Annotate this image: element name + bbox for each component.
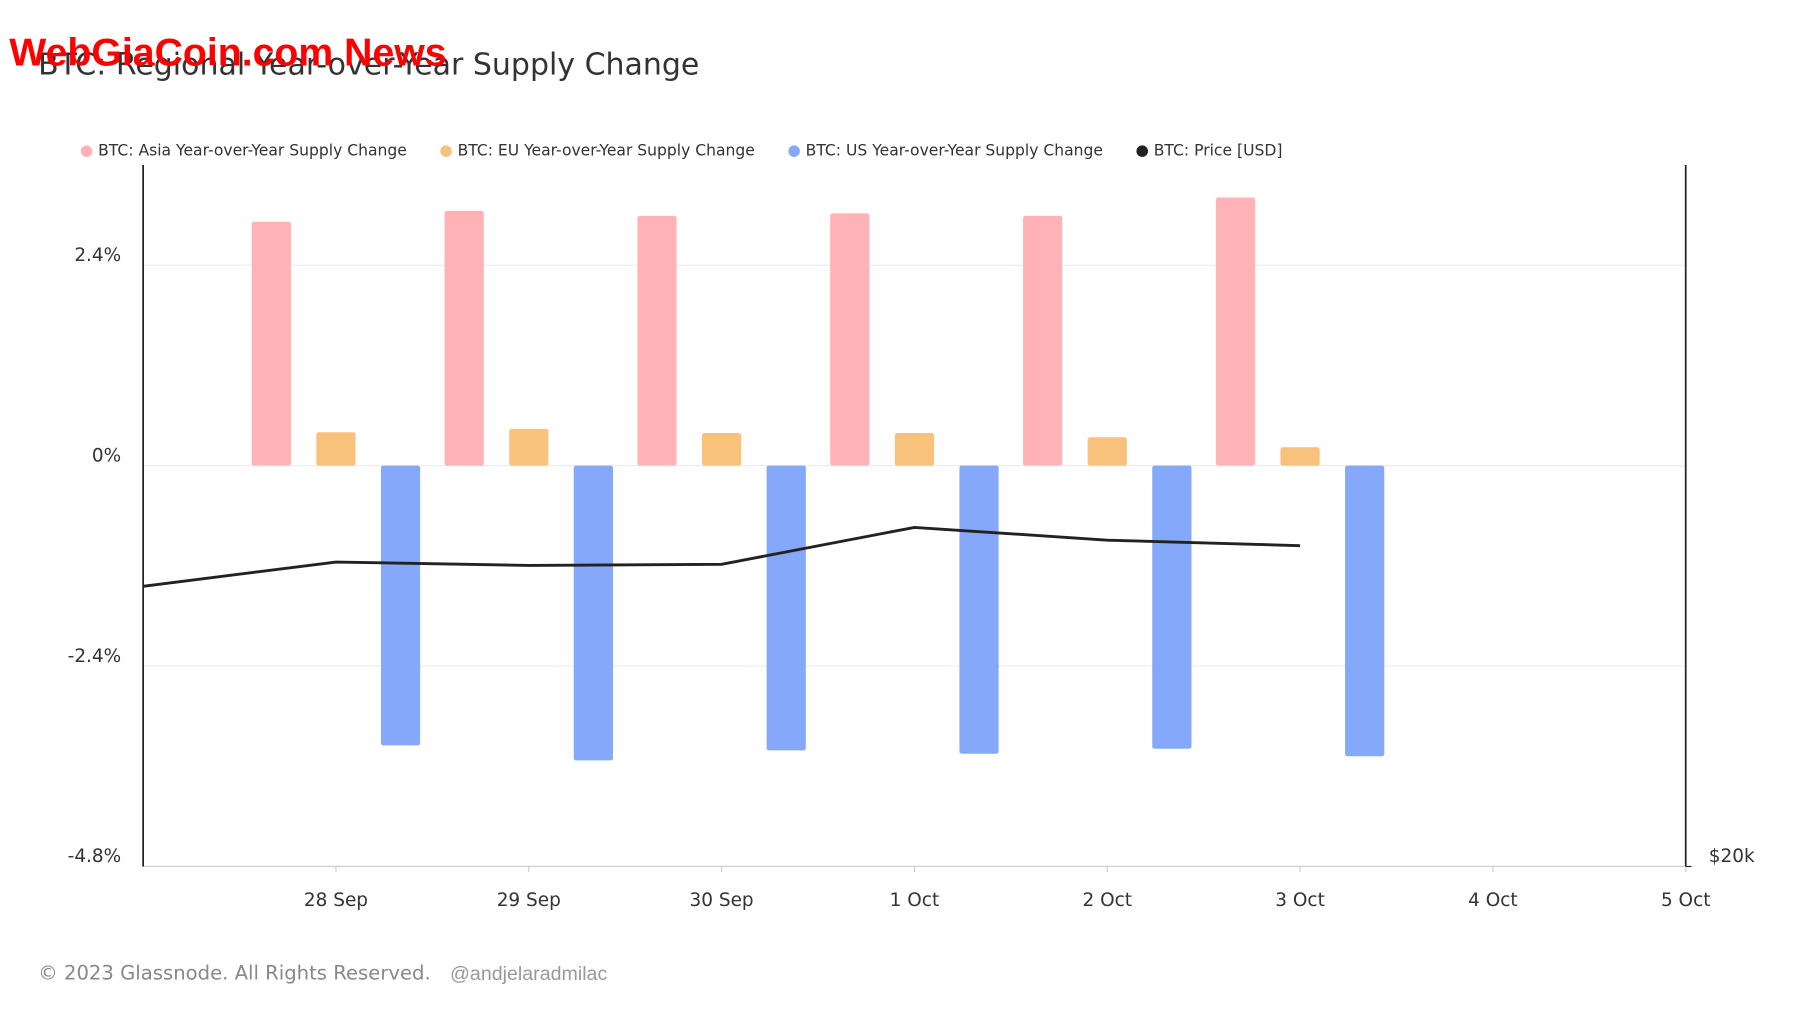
x-tick-label: 2 Oct [1082,890,1132,911]
bar [894,433,935,466]
bar [1215,197,1256,466]
bar [830,213,870,466]
legend-label: BTC: EU Year-over-Year Supply Change [458,142,755,160]
watermark: WebGiaCoin.com News [9,31,446,75]
bar [1152,465,1192,749]
bar [1023,215,1063,466]
x-tick-label: 30 Sep [690,890,754,911]
footer: © 2023 Glassnode. All Rights Reserved. [38,961,431,984]
x-tick-label: 5 Oct [1661,890,1711,911]
price-line [142,525,1301,588]
bar [959,465,999,754]
y-tick-label: -4.8% [68,846,122,867]
legend-label: BTC: US Year-over-Year Supply Change [806,142,1103,160]
bar [380,465,421,746]
legend-marker [80,145,93,157]
y-tick-label: 2.4% [74,245,121,266]
chart-title: BTC: Regional Year-over-Year Supply Chan… [38,47,699,82]
x-tick-label: 3 Oct [1275,890,1325,911]
legend-marker [788,145,800,157]
legend-marker [1136,145,1148,157]
legend-label: BTC: Asia Year-over-Year Supply Change [98,142,407,160]
y-tick-label: -2.4% [68,646,122,667]
bar [573,465,614,761]
author: @andjelaradmilac [450,963,607,985]
bar [1280,447,1320,466]
y-tick-label: 0% [92,445,121,466]
y2-tick-label: $20k [1709,846,1755,867]
legend-label: BTC: Price [USD] [1154,142,1283,160]
bar [1087,437,1127,466]
x-tick-label: 1 Oct [890,890,940,911]
bar [766,465,806,751]
bar [1345,465,1385,757]
legend-marker [440,145,452,157]
bar [509,428,549,466]
x-tick-label: 4 Oct [1468,890,1518,911]
x-tick-label: 28 Sep [304,890,368,911]
x-tick-label: 29 Sep [497,890,561,911]
bar [637,215,677,466]
bar [251,221,291,466]
bar [701,433,742,466]
bar [444,210,484,466]
bar [316,432,356,466]
